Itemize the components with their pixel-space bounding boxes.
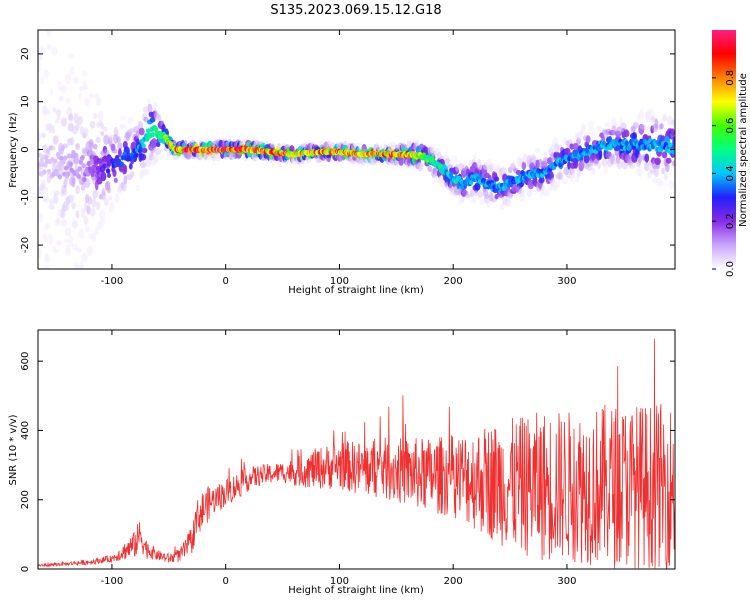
heatmap-x-axis-label: Height of straight line (km) — [288, 285, 424, 296]
x-tick-label: 300 — [557, 576, 576, 587]
x-tick-label: 200 — [444, 576, 463, 587]
snr-series-line — [38, 338, 675, 569]
snr-frame — [37, 329, 676, 570]
y-tick-label: 20 — [20, 48, 31, 61]
snr-x-axis: -100 0 100 200 300 — [101, 330, 576, 587]
x-tick-label: 100 — [330, 276, 349, 287]
snr-plot-area — [38, 338, 675, 569]
x-tick-label: 0 — [223, 276, 229, 287]
colorbar-tick-label: 0.4 — [725, 165, 736, 181]
x-tick-label: 200 — [444, 276, 463, 287]
y-tick-label: 10 — [20, 95, 31, 108]
y-tick-label: 400 — [20, 421, 31, 440]
x-tick-label: 100 — [330, 576, 349, 587]
heatmap-y-axis-label: Frequency (Hz) — [8, 112, 19, 188]
x-tick-label: 300 — [557, 276, 576, 287]
y-tick-label: 600 — [20, 352, 31, 371]
colorbar — [712, 30, 736, 269]
colorbar-tick-label: 0.2 — [725, 213, 736, 229]
figure-title: S135.2023.069.15.12.G18 — [270, 3, 441, 18]
colorbar-tick-label: 0.0 — [725, 261, 736, 277]
y-tick-label: -20 — [20, 237, 31, 253]
colorbar-label: Normalized spectral amplitude — [738, 73, 749, 227]
colorbar-tick-label: 0.8 — [725, 70, 736, 86]
colorbar-tick-label: 0.6 — [725, 118, 736, 134]
x-tick-label: 0 — [223, 576, 229, 587]
y-tick-label: 0 — [20, 146, 31, 152]
y-tick-label: 0 — [20, 566, 31, 572]
y-tick-label: -10 — [20, 189, 31, 205]
heatmap-x-axis: -100 0 100 200 300 — [101, 30, 576, 287]
x-tick-label: -100 — [101, 576, 124, 587]
heatmap-y-axis: -20 -10 0 10 20 — [20, 48, 675, 253]
x-tick-label: -100 — [101, 276, 124, 287]
y-tick-label: 200 — [20, 490, 31, 509]
snr-y-axis-label: SNR (10 * v/v) — [8, 414, 19, 485]
snr-x-axis-label: Height of straight line (km) — [288, 585, 424, 596]
heatmap-plot-area — [38, 30, 675, 269]
snr-y-axis: 0 200 400 600 — [20, 352, 675, 572]
colorbar-ticks: 0.0 0.2 0.4 0.6 0.8 — [712, 70, 736, 277]
